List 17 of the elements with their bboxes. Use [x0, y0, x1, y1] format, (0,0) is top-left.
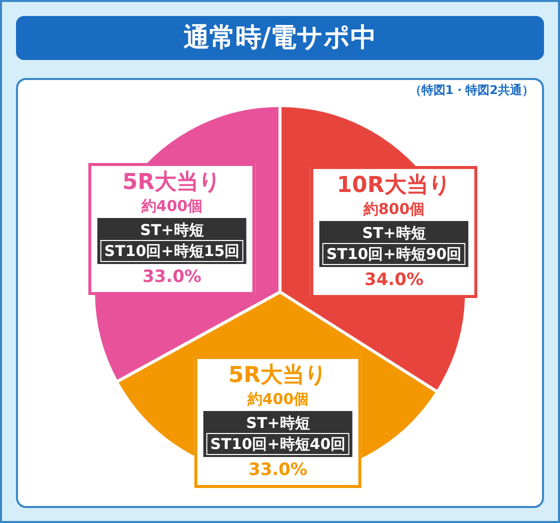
slice-label: 5R大当り [121, 170, 223, 196]
text: ST10回+時短15回 [100, 240, 244, 262]
text: ST+時短 [245, 412, 311, 433]
data-label: 33.0% [141, 266, 202, 288]
slice-label: 5R大当り [227, 362, 329, 389]
slice-label: 10R大当り [336, 173, 452, 200]
data-label: 33.0% [248, 458, 308, 481]
chart-title: 通常時/電サポ中 [16, 16, 544, 60]
text: 約400個 [140, 196, 204, 216]
text: ST+時短 [361, 223, 427, 244]
text: 約800個 [362, 199, 426, 220]
chart-subtitle: （特図1・特図2共通） [409, 82, 534, 99]
text: ST10回+時短40回 [206, 432, 350, 455]
text: 約400個 [246, 388, 310, 409]
text: ST+時短 [139, 220, 205, 240]
data-label: 34.0% [364, 269, 424, 292]
text: ST10回+時短90回 [322, 243, 466, 266]
